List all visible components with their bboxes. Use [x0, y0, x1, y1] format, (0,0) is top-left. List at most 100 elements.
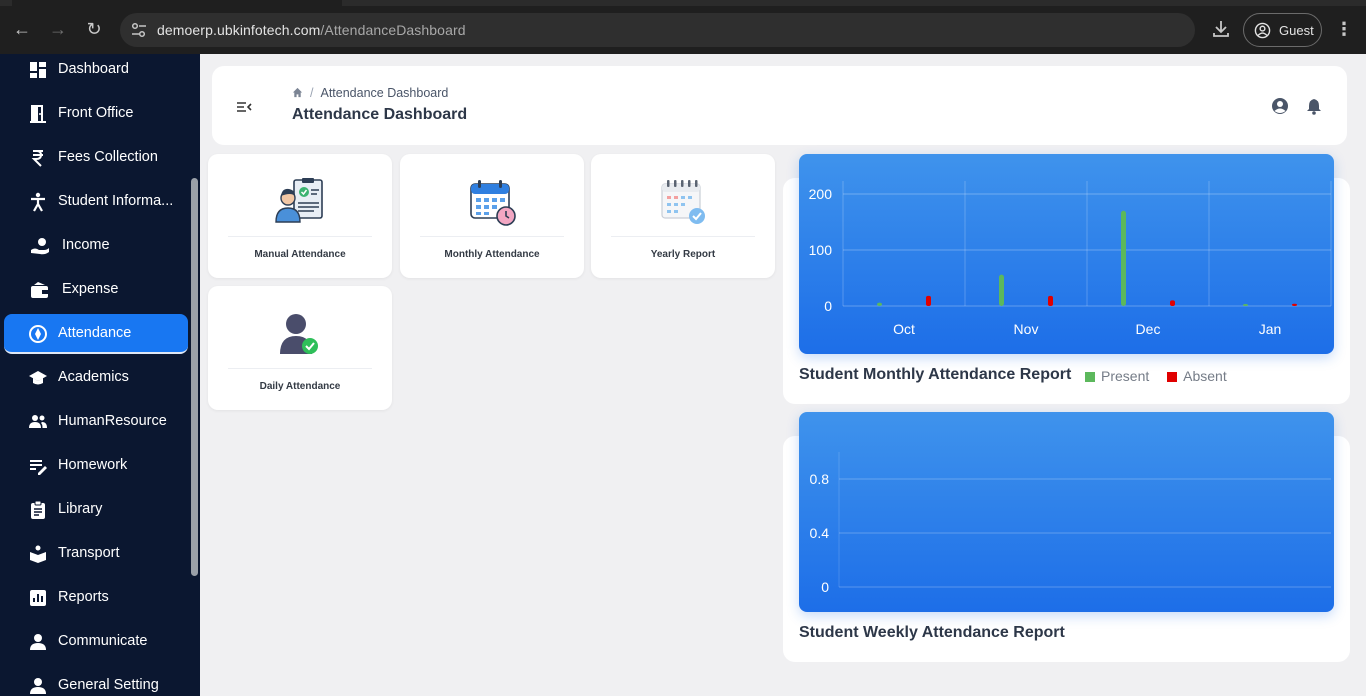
- sidebar-item-academics[interactable]: Academics: [4, 358, 188, 398]
- notes-icon: [30, 460, 47, 475]
- sidebar-item-label: Attendance: [58, 325, 132, 341]
- sidebar-item-label: HumanResource: [58, 413, 167, 429]
- rupee-icon: [31, 150, 43, 167]
- sidebar-item-dashboard[interactable]: Dashboard: [4, 54, 188, 90]
- sidebar-item-label: General Setting: [58, 677, 159, 693]
- sidebar-item-general-setting[interactable]: General Setting: [4, 666, 188, 696]
- browser-menu-icon[interactable]: ⋮: [1335, 19, 1353, 39]
- sidebar-scrollbar[interactable]: [191, 178, 198, 576]
- bar-present: [1121, 210, 1126, 306]
- dashboard-icon: [30, 62, 46, 78]
- sidebar-item-label: Library: [58, 501, 103, 517]
- sidebar-item-attendance[interactable]: Attendance: [4, 314, 188, 354]
- monthly-calendar-icon: [470, 180, 516, 226]
- legend-absent: Absent: [1183, 368, 1227, 384]
- breadcrumb-current: Attendance Dashboard: [320, 86, 449, 100]
- sidebar-item-label: Student Informa...: [58, 193, 174, 209]
- sidebar-item-student-information[interactable]: Student Informa...: [4, 182, 188, 222]
- bar-absent: [1292, 303, 1297, 306]
- y-tick-label: 100: [809, 242, 833, 258]
- y-tick-label: 0.4: [810, 525, 830, 541]
- monthly-chart-panel: 0 100 200 Oct Nov Dec Jan: [799, 154, 1334, 354]
- sidebar-item-communicate[interactable]: Communicate: [4, 622, 188, 662]
- sidebar-item-income[interactable]: Income: [4, 226, 188, 266]
- page-header: / Attendance Dashboard Attendance Dashboa…: [212, 66, 1347, 145]
- person-icon: [31, 192, 45, 212]
- back-icon[interactable]: ←: [13, 19, 31, 39]
- sidebar-item-label: Homework: [58, 457, 128, 473]
- breadcrumb: / Attendance Dashboard: [292, 86, 448, 100]
- sidebar-item-transport[interactable]: Transport: [4, 534, 188, 574]
- manual-attendance-icon: [275, 178, 323, 223]
- transport-icon: [30, 545, 46, 563]
- menu-collapse-icon[interactable]: [236, 100, 252, 114]
- address-bar[interactable]: demoerp.ubkinfotech.com/AttendanceDashbo…: [120, 13, 1195, 47]
- tile-daily-attendance[interactable]: Daily Attendance: [208, 286, 392, 410]
- sidebar-item-label: Communicate: [58, 633, 148, 649]
- bar-absent: [1048, 295, 1053, 306]
- sidebar-item-label: Income: [62, 237, 110, 253]
- attendance-icon: [29, 325, 47, 343]
- tile-divider: [228, 368, 372, 369]
- legend-present-swatch: [1085, 372, 1095, 382]
- sidebar: Dashboard Front Office Fees Collection S…: [0, 54, 200, 696]
- breadcrumb-separator: /: [310, 86, 314, 100]
- x-tick-label: Dec: [1136, 321, 1161, 337]
- bar-absent: [926, 295, 931, 306]
- sidebar-item-expense[interactable]: Expense: [4, 270, 188, 310]
- sidebar-item-library[interactable]: Library: [4, 490, 188, 530]
- sidebar-item-humanresource[interactable]: HumanResource: [4, 402, 188, 442]
- legend-absent-swatch: [1167, 372, 1178, 382]
- tile-monthly-attendance[interactable]: Monthly Attendance: [400, 154, 584, 278]
- bar-present: [1243, 304, 1248, 306]
- sidebar-item-fees-collection[interactable]: Fees Collection: [4, 138, 188, 178]
- yearly-calendar-icon: [661, 180, 705, 224]
- sidebar-item-front-office[interactable]: Front Office: [4, 94, 188, 134]
- sidebar-item-label: Fees Collection: [58, 149, 158, 165]
- tab-strip: [0, 0, 1366, 6]
- y-tick-label: 0.8: [810, 471, 830, 487]
- url-path: /AttendanceDashboard: [320, 22, 466, 38]
- notification-bell-icon[interactable]: [1305, 97, 1323, 115]
- bar-present: [877, 302, 882, 306]
- sidebar-item-label: Transport: [58, 545, 120, 561]
- tile-divider: [611, 236, 755, 237]
- bar-chart-icon: [30, 590, 46, 606]
- weekly-attendance-chart: 0 0.4 0.8: [810, 452, 1331, 595]
- tile-label: Daily Attendance: [259, 381, 341, 392]
- y-tick-label: 0: [821, 579, 829, 595]
- legend-present: Present: [1101, 368, 1150, 384]
- browser-toolbar: ← → ↻ demoerp.ubkinfotech.com/Attendance…: [0, 0, 1366, 54]
- site-settings-icon[interactable]: [130, 21, 148, 39]
- reload-icon[interactable]: ↻: [86, 19, 102, 39]
- x-tick-label: Nov: [1014, 321, 1039, 337]
- monthly-chart-title: Student Monthly Attendance Report: [799, 366, 1072, 383]
- account-icon[interactable]: [1271, 97, 1289, 115]
- hand-coin-icon: [31, 238, 49, 255]
- sidebar-item-reports[interactable]: Reports: [4, 578, 188, 618]
- tile-yearly-report[interactable]: Yearly Report: [591, 154, 775, 278]
- bar-absent: [1170, 300, 1175, 306]
- url-text[interactable]: demoerp.ubkinfotech.com/AttendanceDashbo…: [157, 22, 466, 38]
- bar-present: [999, 274, 1004, 306]
- tile-divider: [228, 236, 372, 237]
- user-icon: [30, 678, 46, 694]
- guest-label: Guest: [1279, 23, 1314, 38]
- active-tab[interactable]: [12, 0, 342, 6]
- home-icon[interactable]: [292, 87, 303, 98]
- sidebar-item-label: Academics: [58, 369, 129, 385]
- forward-icon[interactable]: →: [49, 19, 67, 39]
- tile-manual-attendance[interactable]: Manual Attendance: [208, 154, 392, 278]
- url-host: demoerp.ubkinfotech.com: [157, 22, 321, 38]
- sidebar-item-label: Front Office: [58, 105, 134, 121]
- user-icon: [30, 634, 46, 650]
- sidebar-item-label: Expense: [62, 281, 119, 297]
- sidebar-item-homework[interactable]: Homework: [4, 446, 188, 486]
- guest-profile-button[interactable]: Guest: [1243, 13, 1322, 47]
- x-tick-label: Oct: [893, 321, 915, 337]
- download-icon[interactable]: [1210, 18, 1232, 40]
- main-content: / Attendance Dashboard Attendance Dashboa…: [200, 54, 1366, 696]
- weekly-chart-panel: 0 0.4 0.8: [799, 412, 1334, 612]
- door-icon: [30, 105, 46, 123]
- tile-divider: [420, 236, 564, 237]
